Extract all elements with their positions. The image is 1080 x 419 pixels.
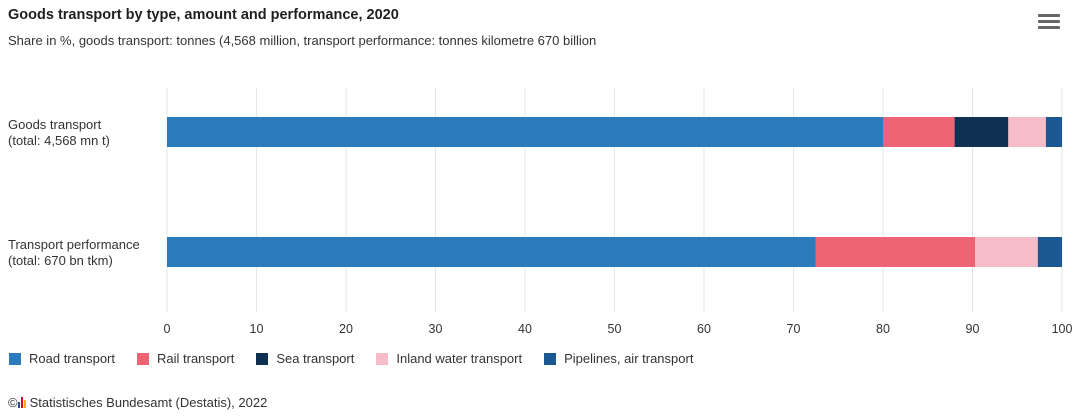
legend-item[interactable]: Sea transport	[256, 351, 354, 366]
legend-label: Pipelines, air transport	[564, 351, 694, 366]
x-tick-label: 30	[429, 322, 443, 336]
bar-segment-rail-transport[interactable]	[815, 237, 976, 267]
x-axis-ticks: 0 10 20 30 40 50 60 70 80 90 100	[164, 322, 1073, 336]
x-tick-label: 80	[876, 322, 890, 336]
bar-segment-road-transport[interactable]	[167, 237, 816, 267]
bar-segment-inland-water-transport[interactable]	[1008, 117, 1046, 147]
bar-segment-sea-transport[interactable]	[954, 117, 1009, 147]
bar-segment-road-transport[interactable]	[167, 117, 883, 147]
bar-segment-rail-transport[interactable]	[883, 117, 955, 147]
x-tick-label: 20	[339, 322, 353, 336]
bar-segment-inland-water-transport[interactable]	[975, 237, 1038, 267]
legend-swatch	[9, 352, 21, 365]
copyright-icon: ©	[8, 395, 18, 410]
hamburger-menu-icon[interactable]	[1038, 14, 1060, 34]
legend-item[interactable]: Rail transport	[137, 351, 234, 366]
legend-item[interactable]: Inland water transport	[376, 351, 522, 366]
legend: Road transport Rail transport Sea transpor…	[9, 351, 715, 366]
category-labels: Goods transport(total: 4,568 mn t) Transp…	[8, 117, 140, 268]
bar-group	[167, 117, 1062, 267]
x-tick-label: 60	[697, 322, 711, 336]
category-label: (total: 4,568 mn t)	[8, 133, 110, 148]
legend-label: Road transport	[29, 351, 115, 366]
category-label: Transport performance	[8, 237, 140, 252]
x-tick-label: 50	[608, 322, 622, 336]
legend-swatch	[376, 352, 389, 365]
legend-swatch	[544, 352, 557, 365]
source-text: Statistisches Bundesamt (Destatis), 2022	[29, 395, 268, 410]
legend-item[interactable]: Pipelines, air transport	[544, 351, 693, 366]
legend-swatch	[256, 352, 269, 365]
category-label: Goods transport	[8, 117, 102, 132]
source-footer: © Statistisches Bundesamt (Destatis), 20…	[8, 395, 267, 410]
chart-title: Goods transport by type, amount and perf…	[8, 7, 399, 23]
legend-label: Rail transport	[157, 351, 235, 366]
legend-swatch	[137, 352, 149, 365]
x-tick-label: 10	[250, 322, 264, 336]
legend-item[interactable]: Road transport	[9, 351, 115, 366]
legend-label: Inland water transport	[396, 351, 523, 366]
bar-segment-pipelines-air-transport[interactable]	[1045, 117, 1062, 147]
stacked-bar-chart: Goods transport(total: 4,568 mn t) Transp…	[8, 88, 1073, 336]
x-tick-label: 40	[518, 322, 532, 336]
x-tick-label: 90	[966, 322, 980, 336]
x-tick-label: 70	[787, 322, 801, 336]
bar-segment-pipelines-air-transport[interactable]	[1037, 237, 1062, 267]
destatis-logo-icon	[17, 397, 26, 408]
legend-label: Sea transport	[276, 351, 355, 366]
chart-subtitle: Share in %, goods transport: tonnes (4,5…	[8, 33, 597, 48]
x-tick-label: 0	[164, 322, 171, 336]
category-label: (total: 670 bn tkm)	[8, 253, 113, 268]
x-tick-label: 100	[1052, 322, 1073, 336]
